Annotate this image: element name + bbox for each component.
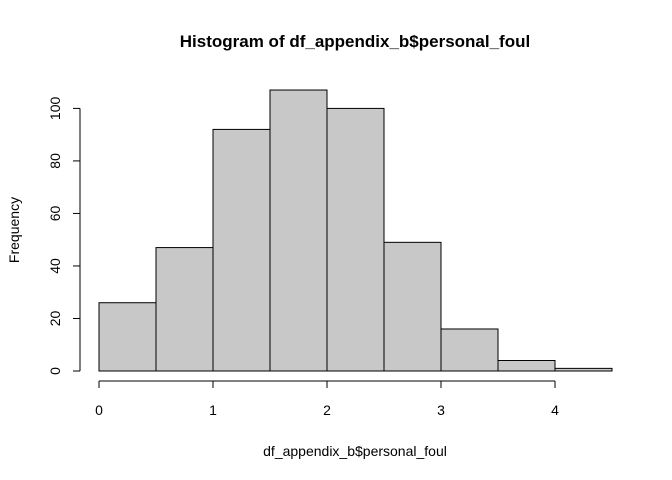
histogram-bar-4 [326, 107, 385, 372]
y-tick-label-0: 0 [47, 367, 63, 375]
histogram-bar-1 [155, 247, 214, 372]
histogram-bar-2 [212, 128, 271, 372]
y-tick-label-100: 100 [47, 97, 63, 121]
histogram-bar-8 [554, 367, 613, 372]
y-tick-label-60: 60 [47, 205, 63, 221]
histogram-bar-7 [497, 359, 556, 372]
x-tick-label-2: 2 [323, 402, 331, 418]
x-tick-label-1: 1 [209, 402, 217, 418]
y-tick-label-40: 40 [47, 258, 63, 274]
x-tick-label-0: 0 [95, 402, 103, 418]
x-tick-label-4: 4 [551, 402, 559, 418]
histogram-bar-0 [98, 302, 157, 372]
y-axis: 0 20 40 60 80 100 [47, 97, 81, 375]
x-tick-label-3: 3 [437, 402, 445, 418]
bars-group [98, 89, 613, 372]
histogram-bar-5 [383, 241, 442, 372]
y-axis-label: Frequency [6, 197, 22, 263]
y-tick-label-20: 20 [47, 310, 63, 326]
chart-title: Histogram of df_appendix_b$personal_foul [180, 32, 530, 51]
x-axis-label: df_appendix_b$personal_foul [263, 443, 447, 459]
x-axis: 0 1 2 3 4 [95, 380, 559, 418]
histogram-bar-6 [440, 328, 499, 372]
histogram-bar-3 [269, 89, 328, 372]
y-tick-label-80: 80 [47, 153, 63, 169]
